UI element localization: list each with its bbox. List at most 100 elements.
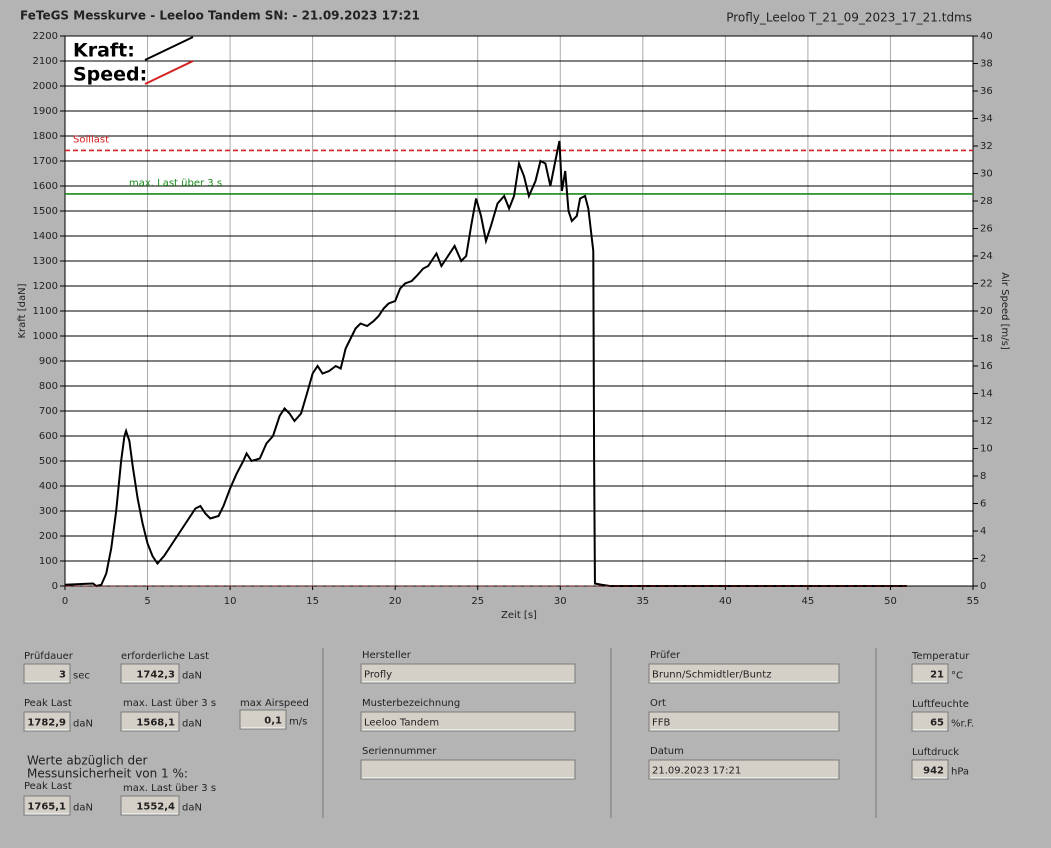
- y2-tick-label: 12: [980, 416, 993, 427]
- field-unit: sec: [73, 671, 90, 682]
- legend-swatch: [144, 36, 194, 61]
- field-value: 1742,3: [136, 670, 175, 681]
- y2-tick-label: 14: [980, 389, 993, 400]
- y2-tick-label: 20: [980, 306, 993, 317]
- y-tick-label: 400: [39, 481, 58, 492]
- field-unit: °C: [951, 671, 963, 682]
- field-label: Ort: [650, 698, 666, 709]
- field-box: [360, 759, 576, 780]
- field-unit: daN: [73, 803, 93, 814]
- y-tick-label: 500: [39, 456, 58, 467]
- field-label: Luftfeuchte: [912, 699, 969, 710]
- y-tick-label: 0: [52, 581, 58, 592]
- field-label: Peak Last: [24, 698, 72, 709]
- reference-label: max. Last über 3 s: [129, 178, 222, 189]
- y2-tick-label: 34: [980, 114, 993, 125]
- y-tick-label: 1200: [33, 281, 58, 292]
- field-box: [23, 795, 71, 816]
- field-label: Peak Last: [24, 781, 72, 792]
- y-tick-label: 1400: [33, 231, 58, 242]
- y2-tick-label: 22: [980, 279, 993, 290]
- field-label: Datum: [650, 746, 684, 757]
- legend-swatch: [144, 60, 194, 85]
- legend-label: Kraft:: [73, 40, 135, 62]
- y2-tick-label: 4: [980, 526, 986, 537]
- series-line: [64, 140, 907, 588]
- field-box: [360, 711, 576, 732]
- field-unit: hPa: [951, 767, 969, 778]
- y2-tick-label: 30: [980, 169, 993, 180]
- y-tick-label: 900: [39, 356, 58, 367]
- field-label: Hersteller: [362, 650, 412, 661]
- y2-tick-label: 8: [980, 471, 986, 482]
- field-value: FFB: [652, 718, 671, 729]
- y-tick-label: 100: [39, 556, 58, 567]
- separators: [322, 648, 877, 818]
- y2-tick-label: 18: [980, 334, 993, 345]
- field-value: 1568,1: [136, 718, 175, 729]
- y-tick-label: 1000: [33, 331, 58, 342]
- field-unit: m/s: [289, 717, 307, 728]
- y-tick-label: 200: [39, 531, 58, 542]
- y2-tick-label: 16: [980, 361, 993, 372]
- y-tick-label: 600: [39, 431, 58, 442]
- note: Messunsicherheit von 1 %:: [27, 767, 188, 781]
- x-tick-label: 45: [802, 596, 815, 607]
- x-tick-label: 50: [884, 596, 897, 607]
- y2-axis-label: Air Speed [m/s]: [999, 272, 1010, 350]
- y-tick-label: 700: [39, 406, 58, 417]
- field-label: erforderliche Last: [121, 651, 209, 662]
- field-label: max Airspeed: [240, 698, 309, 709]
- field-label: Musterbezeichnung: [362, 698, 460, 709]
- field-value: 1782,9: [27, 718, 66, 729]
- y2-tick-label: 6: [980, 499, 986, 510]
- field-value: 0,1: [264, 716, 282, 727]
- field-value: Profly: [364, 670, 392, 681]
- reference-label: Solllast: [73, 134, 109, 145]
- field-box: [360, 663, 576, 684]
- x-tick-label: 5: [144, 596, 150, 607]
- field-label: Prüfer: [650, 650, 681, 661]
- y-axis-label: Kraft [daN]: [17, 283, 28, 338]
- x-tick-label: 35: [636, 596, 649, 607]
- field-box: [120, 795, 180, 816]
- field-label: Temperatur: [911, 651, 970, 662]
- field-box: [23, 711, 71, 732]
- y2-tick-label: 10: [980, 444, 993, 455]
- header-title: FeTeGS Messkurve - Leeloo Tandem SN: - 2…: [20, 9, 420, 23]
- field-box: [648, 663, 840, 684]
- y2-tick-label: 32: [980, 141, 993, 152]
- field-box: [911, 759, 949, 780]
- field-value: 1765,1: [27, 802, 66, 813]
- field-box: [648, 759, 840, 780]
- file-name: Profly_Leeloo T_21_09_2023_17_21.tdms: [726, 11, 972, 25]
- field-box: [120, 711, 180, 732]
- y-tick-label: 2100: [33, 56, 58, 67]
- y-tick-label: 2200: [33, 31, 58, 42]
- legend-label: Speed:: [73, 64, 147, 86]
- field-value: 3: [59, 670, 66, 681]
- y-tick-label: 800: [39, 381, 58, 392]
- field-label: max. Last über 3 s: [123, 783, 216, 794]
- y-tick-label: 1600: [33, 181, 58, 192]
- field-unit: daN: [182, 803, 202, 814]
- field-label: Luftdruck: [912, 747, 959, 758]
- field-value: 21.09.2023 17:21: [652, 766, 741, 777]
- y2-tick-label: 38: [980, 59, 993, 70]
- field-box: [120, 663, 180, 684]
- y-tick-label: 300: [39, 506, 58, 517]
- y2-tick-label: 2: [980, 554, 986, 565]
- y-tick-label: 1100: [33, 306, 58, 317]
- field-box: [23, 663, 71, 684]
- field-unit: daN: [73, 719, 93, 730]
- y2-tick-label: 26: [980, 224, 993, 235]
- x-tick-label: 10: [224, 596, 237, 607]
- x-tick-label: 55: [967, 596, 980, 607]
- field-box: [911, 663, 949, 684]
- x-tick-label: 15: [306, 596, 319, 607]
- field-box: [648, 711, 840, 732]
- field-value: Brunn/Schmidtler/Buntz: [652, 670, 771, 681]
- field-value: 1552,4: [136, 802, 175, 813]
- field-label: Seriennummer: [362, 746, 437, 757]
- field-value: 65: [930, 718, 944, 729]
